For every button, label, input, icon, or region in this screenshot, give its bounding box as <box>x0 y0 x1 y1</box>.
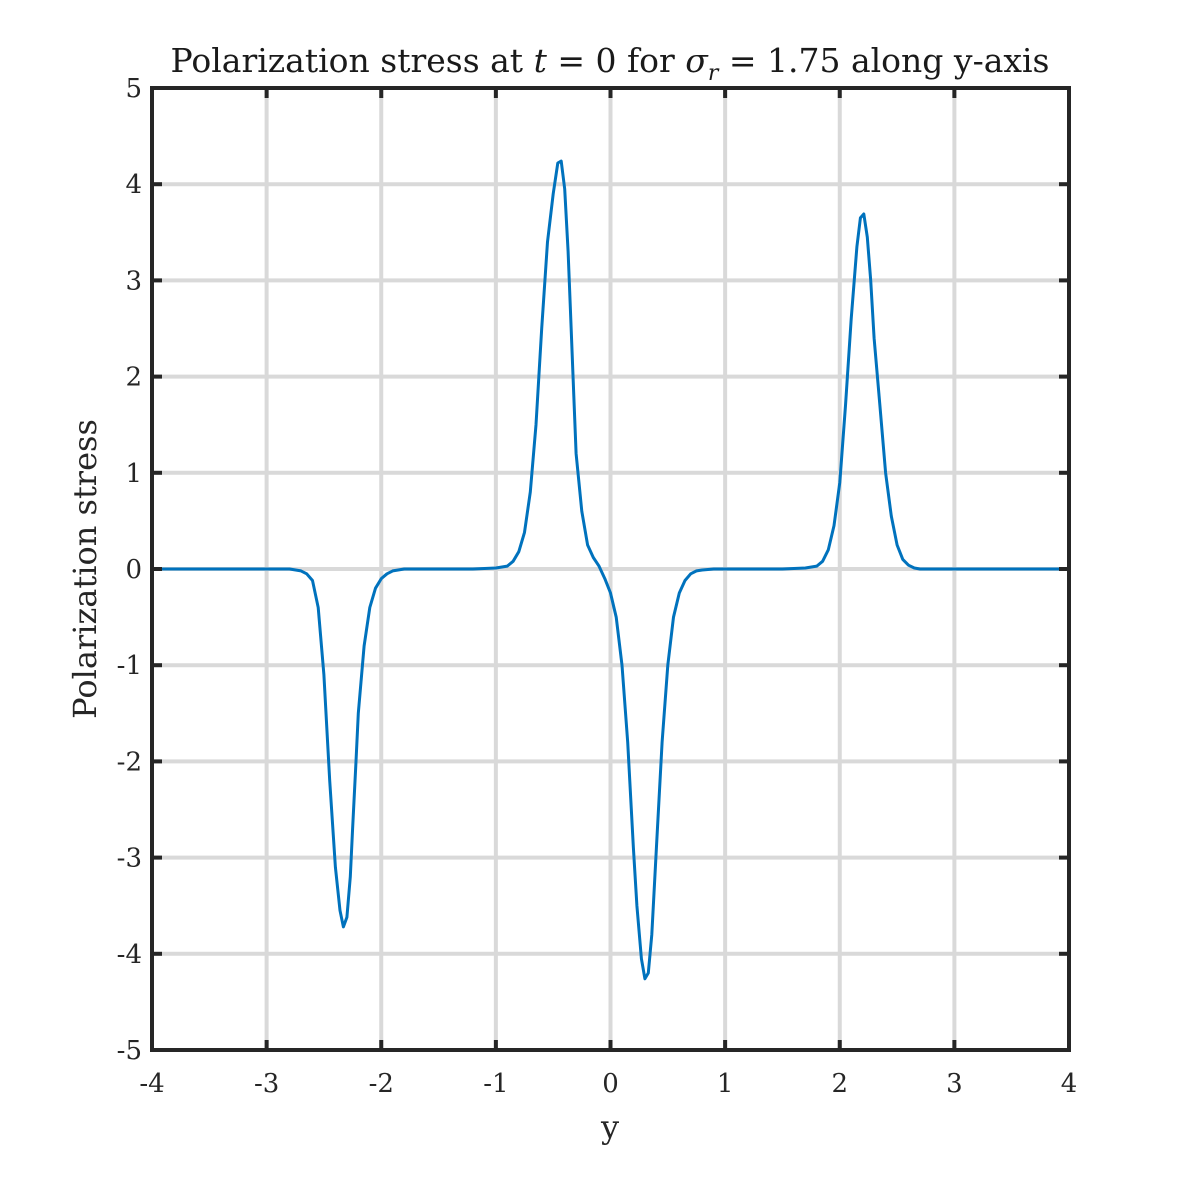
y-tick-label: 2 <box>125 363 142 393</box>
y-tick-label: -4 <box>117 940 142 970</box>
x-tick-label: -4 <box>139 1069 164 1099</box>
x-tick-label: -2 <box>369 1069 394 1099</box>
y-axis-label: Polarization stress <box>66 419 104 719</box>
y-tick-labels: -5 -4 -3 -2 -1 0 1 2 3 4 5 <box>117 74 142 1066</box>
chart-title-suffix: = 1.75 along y-axis <box>718 41 1049 80</box>
series-line <box>152 159 1069 981</box>
y-tick-label: 3 <box>125 266 142 296</box>
axes-box <box>150 86 1071 1052</box>
x-tick-label: 4 <box>1061 1069 1078 1099</box>
chart-title-t-equation: = 0 for <box>547 41 685 80</box>
x-tick-label: 0 <box>602 1069 619 1099</box>
y-tick-label: 1 <box>125 459 142 489</box>
x-tick-label: -1 <box>483 1069 508 1099</box>
y-tick-label: 4 <box>125 170 142 200</box>
x-tick-label: 2 <box>831 1069 848 1099</box>
chart-title-t-symbol: t <box>534 41 548 80</box>
y-tick-label: -5 <box>117 1036 142 1066</box>
x-axis-label: y <box>600 1108 619 1146</box>
chart-title-prefix: Polarization stress at <box>170 41 533 80</box>
y-tick-label: 0 <box>125 555 142 585</box>
y-tick-label: 5 <box>125 74 142 104</box>
y-tick-label: -1 <box>117 651 142 681</box>
chart-title-sigma-symbol: σ <box>685 41 709 80</box>
chart-title: Polarization stress at t = 0 for σr = 1.… <box>170 41 1049 86</box>
y-tick-label: -2 <box>117 747 142 777</box>
x-tick-label: 3 <box>946 1069 963 1099</box>
x-tick-label: 1 <box>717 1069 734 1099</box>
chart-title-sigma-subscript: r <box>708 61 720 86</box>
series-layer <box>152 159 1069 981</box>
y-tick-label: -3 <box>117 844 142 874</box>
x-tick-label: -3 <box>254 1069 279 1099</box>
x-tick-labels: -4 -3 -2 -1 0 1 2 3 4 <box>139 1069 1077 1099</box>
